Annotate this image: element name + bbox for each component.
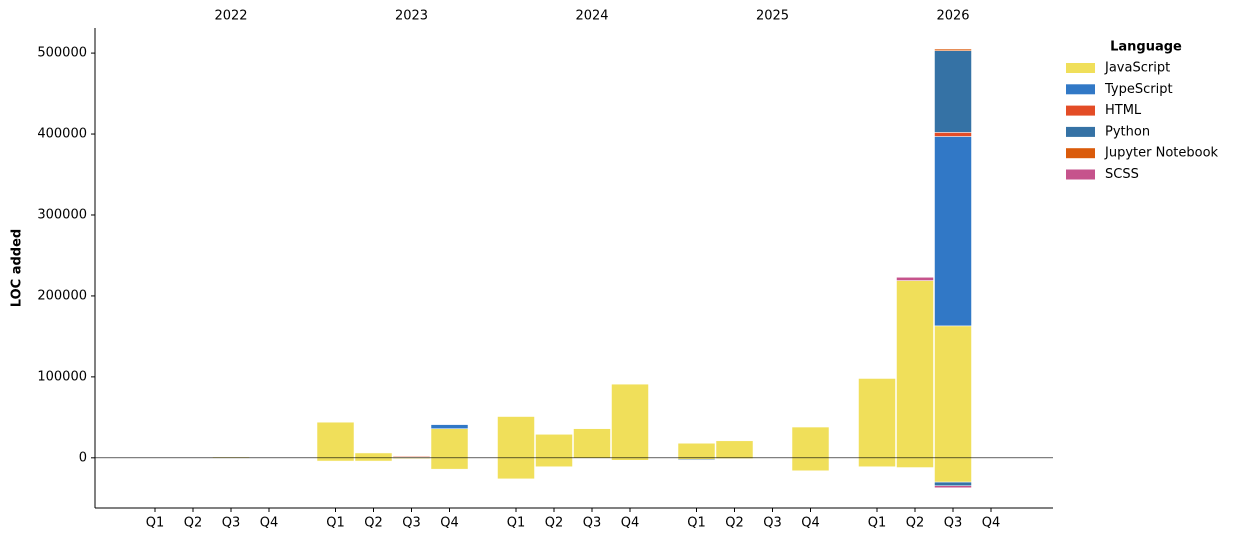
legend-swatch	[1066, 148, 1095, 159]
bar-segment	[430, 424, 469, 429]
year-label: 2024	[575, 9, 608, 24]
bar-segment	[934, 50, 972, 133]
x-tick-label: Q4	[621, 516, 640, 531]
x-tick-label: Q2	[184, 516, 203, 531]
bar-segment-deleted	[677, 459, 716, 461]
x-tick-label: Q4	[260, 516, 279, 531]
bar-segment	[354, 452, 393, 459]
legend-label: HTML	[1105, 103, 1142, 118]
x-tick-label: Q3	[402, 516, 421, 531]
bar-segment-deleted	[791, 457, 830, 472]
x-tick-label: Q2	[906, 516, 925, 531]
y-tick-label: 200000	[37, 288, 87, 303]
bar-segment	[430, 428, 469, 459]
year-label: 2023	[395, 9, 428, 24]
legend-label: Python	[1105, 124, 1150, 139]
year-label: 2026	[936, 9, 969, 24]
bar-segment	[677, 442, 716, 459]
y-tick-label: 0	[79, 450, 87, 465]
legend-swatch	[1066, 84, 1095, 95]
x-tick-label: Q2	[725, 516, 744, 531]
y-axis-label: LOC added	[10, 229, 25, 307]
bar-segment-deleted	[896, 457, 934, 468]
x-tick-label: Q3	[763, 516, 782, 531]
x-tick-label: Q1	[146, 516, 165, 531]
x-tick-label: Q2	[545, 516, 564, 531]
x-tick-label: Q1	[507, 516, 526, 531]
x-tick-label: Q3	[583, 516, 602, 531]
bar-segment-deleted	[934, 481, 972, 486]
bar-segment-deleted	[934, 485, 972, 489]
legend-label: Jupyter Notebook	[1104, 146, 1219, 161]
x-tick-label: Q3	[222, 516, 241, 531]
y-tick-label: 300000	[37, 207, 87, 222]
year-label: 2025	[756, 9, 789, 24]
bar-segment	[934, 48, 972, 51]
bar-segment	[896, 277, 934, 281]
bar-segment	[573, 428, 611, 459]
x-tick-label: Q3	[944, 516, 963, 531]
bar-segment-deleted	[430, 457, 469, 470]
bar-segment	[934, 132, 972, 137]
bar-segment	[535, 434, 573, 459]
bar-segment	[316, 421, 355, 459]
legend-swatch	[1066, 126, 1095, 137]
x-tick-label: Q1	[687, 516, 706, 531]
bar-segment	[791, 426, 830, 459]
bar-segment	[392, 455, 431, 458]
x-tick-label: Q4	[801, 516, 820, 531]
bar-segment	[896, 280, 934, 459]
bar-segment	[934, 136, 972, 327]
bar-segment	[611, 383, 649, 459]
x-tick-label: Q1	[326, 516, 345, 531]
bar-segment-deleted	[316, 457, 355, 462]
bar-segment	[715, 440, 754, 459]
x-tick-label: Q2	[364, 516, 383, 531]
x-tick-label: Q4	[982, 516, 1001, 531]
bar-segment	[497, 416, 535, 459]
legend-label: TypeScript	[1104, 82, 1173, 97]
legend-swatch	[1066, 169, 1095, 180]
legend-swatch	[1066, 105, 1095, 116]
bar-segment-deleted	[354, 457, 393, 462]
bar-segment-deleted	[934, 457, 972, 483]
bar-segment-deleted	[535, 457, 573, 467]
bar-segment	[934, 325, 972, 459]
bar-segment-deleted	[497, 457, 535, 480]
legend-title: Language	[1110, 40, 1182, 55]
legend-label: SCSS	[1105, 167, 1139, 182]
legend-swatch	[1066, 63, 1095, 73]
y-tick-label: 400000	[37, 127, 87, 142]
bar-segment	[858, 378, 896, 459]
bar-segment-deleted	[858, 457, 896, 467]
x-tick-label: Q1	[868, 516, 887, 531]
bar-segment-deleted	[611, 457, 649, 461]
y-tick-label: 500000	[37, 46, 87, 61]
x-tick-label: Q4	[440, 516, 459, 531]
legend-label: JavaScript	[1104, 61, 1170, 76]
year-label: 2022	[214, 9, 247, 24]
y-tick-label: 100000	[37, 369, 87, 384]
